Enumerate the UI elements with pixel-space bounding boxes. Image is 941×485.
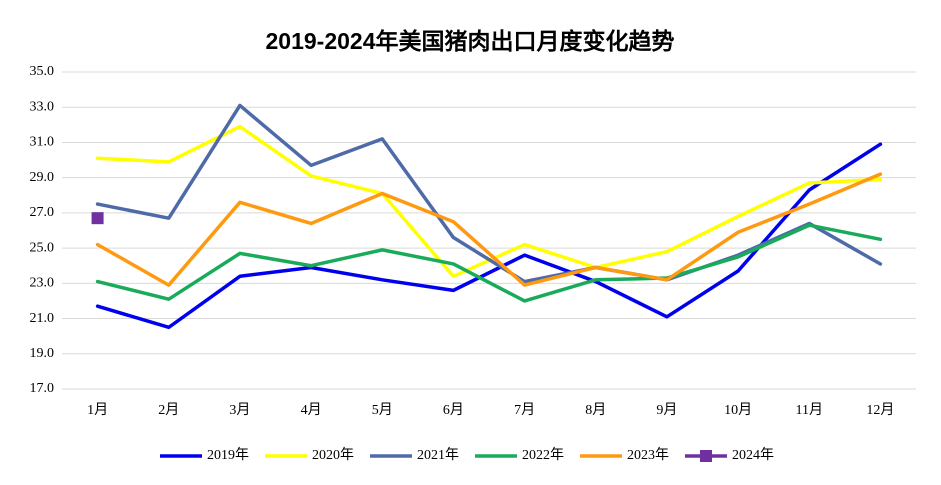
x-tick-label: 3月: [229, 402, 250, 418]
legend-label: 2020年: [312, 447, 354, 463]
x-tick-label: 1月: [87, 402, 108, 418]
series-line: [95, 223, 883, 303]
series-line: [95, 142, 883, 330]
x-tick-label: 8月: [585, 402, 606, 418]
chart-title: 2019-2024年美国猪肉出口月度变化趋势: [266, 28, 675, 54]
marker: [91, 212, 104, 225]
y-tick-label: 29.0: [30, 170, 55, 185]
y-tick-label: 33.0: [30, 99, 55, 114]
y-tick-label: 31.0: [30, 135, 55, 150]
x-tick-label: 11月: [796, 402, 823, 418]
legend-label: 2023年: [627, 447, 669, 463]
x-tick-label: 6月: [443, 402, 464, 418]
legend-marker: [700, 450, 712, 462]
y-tick-label: 23.0: [30, 276, 55, 291]
x-tick-label: 7月: [514, 402, 535, 418]
y-tick-label: 27.0: [30, 205, 55, 220]
x-tick-label: 12月: [866, 402, 894, 418]
y-tick-label: 21.0: [30, 311, 55, 326]
series-line: [95, 172, 883, 287]
legend-label: 2024年: [732, 447, 774, 463]
y-tick-label: 17.0: [30, 381, 55, 396]
x-tick-label: 9月: [656, 402, 677, 418]
x-tick-label: 5月: [372, 402, 393, 418]
x-tick-label: 2月: [158, 402, 179, 418]
y-tick-label: 25.0: [30, 240, 55, 255]
legend-label: 2022年: [522, 447, 564, 463]
x-tick-label: 10月: [724, 402, 752, 418]
legend-label: 2021年: [417, 447, 459, 463]
y-tick-label: 19.0: [30, 346, 55, 361]
y-tick-label: 35.0: [30, 64, 55, 79]
legend-label: 2019年: [207, 447, 249, 463]
x-tick-label: 4月: [301, 402, 322, 418]
